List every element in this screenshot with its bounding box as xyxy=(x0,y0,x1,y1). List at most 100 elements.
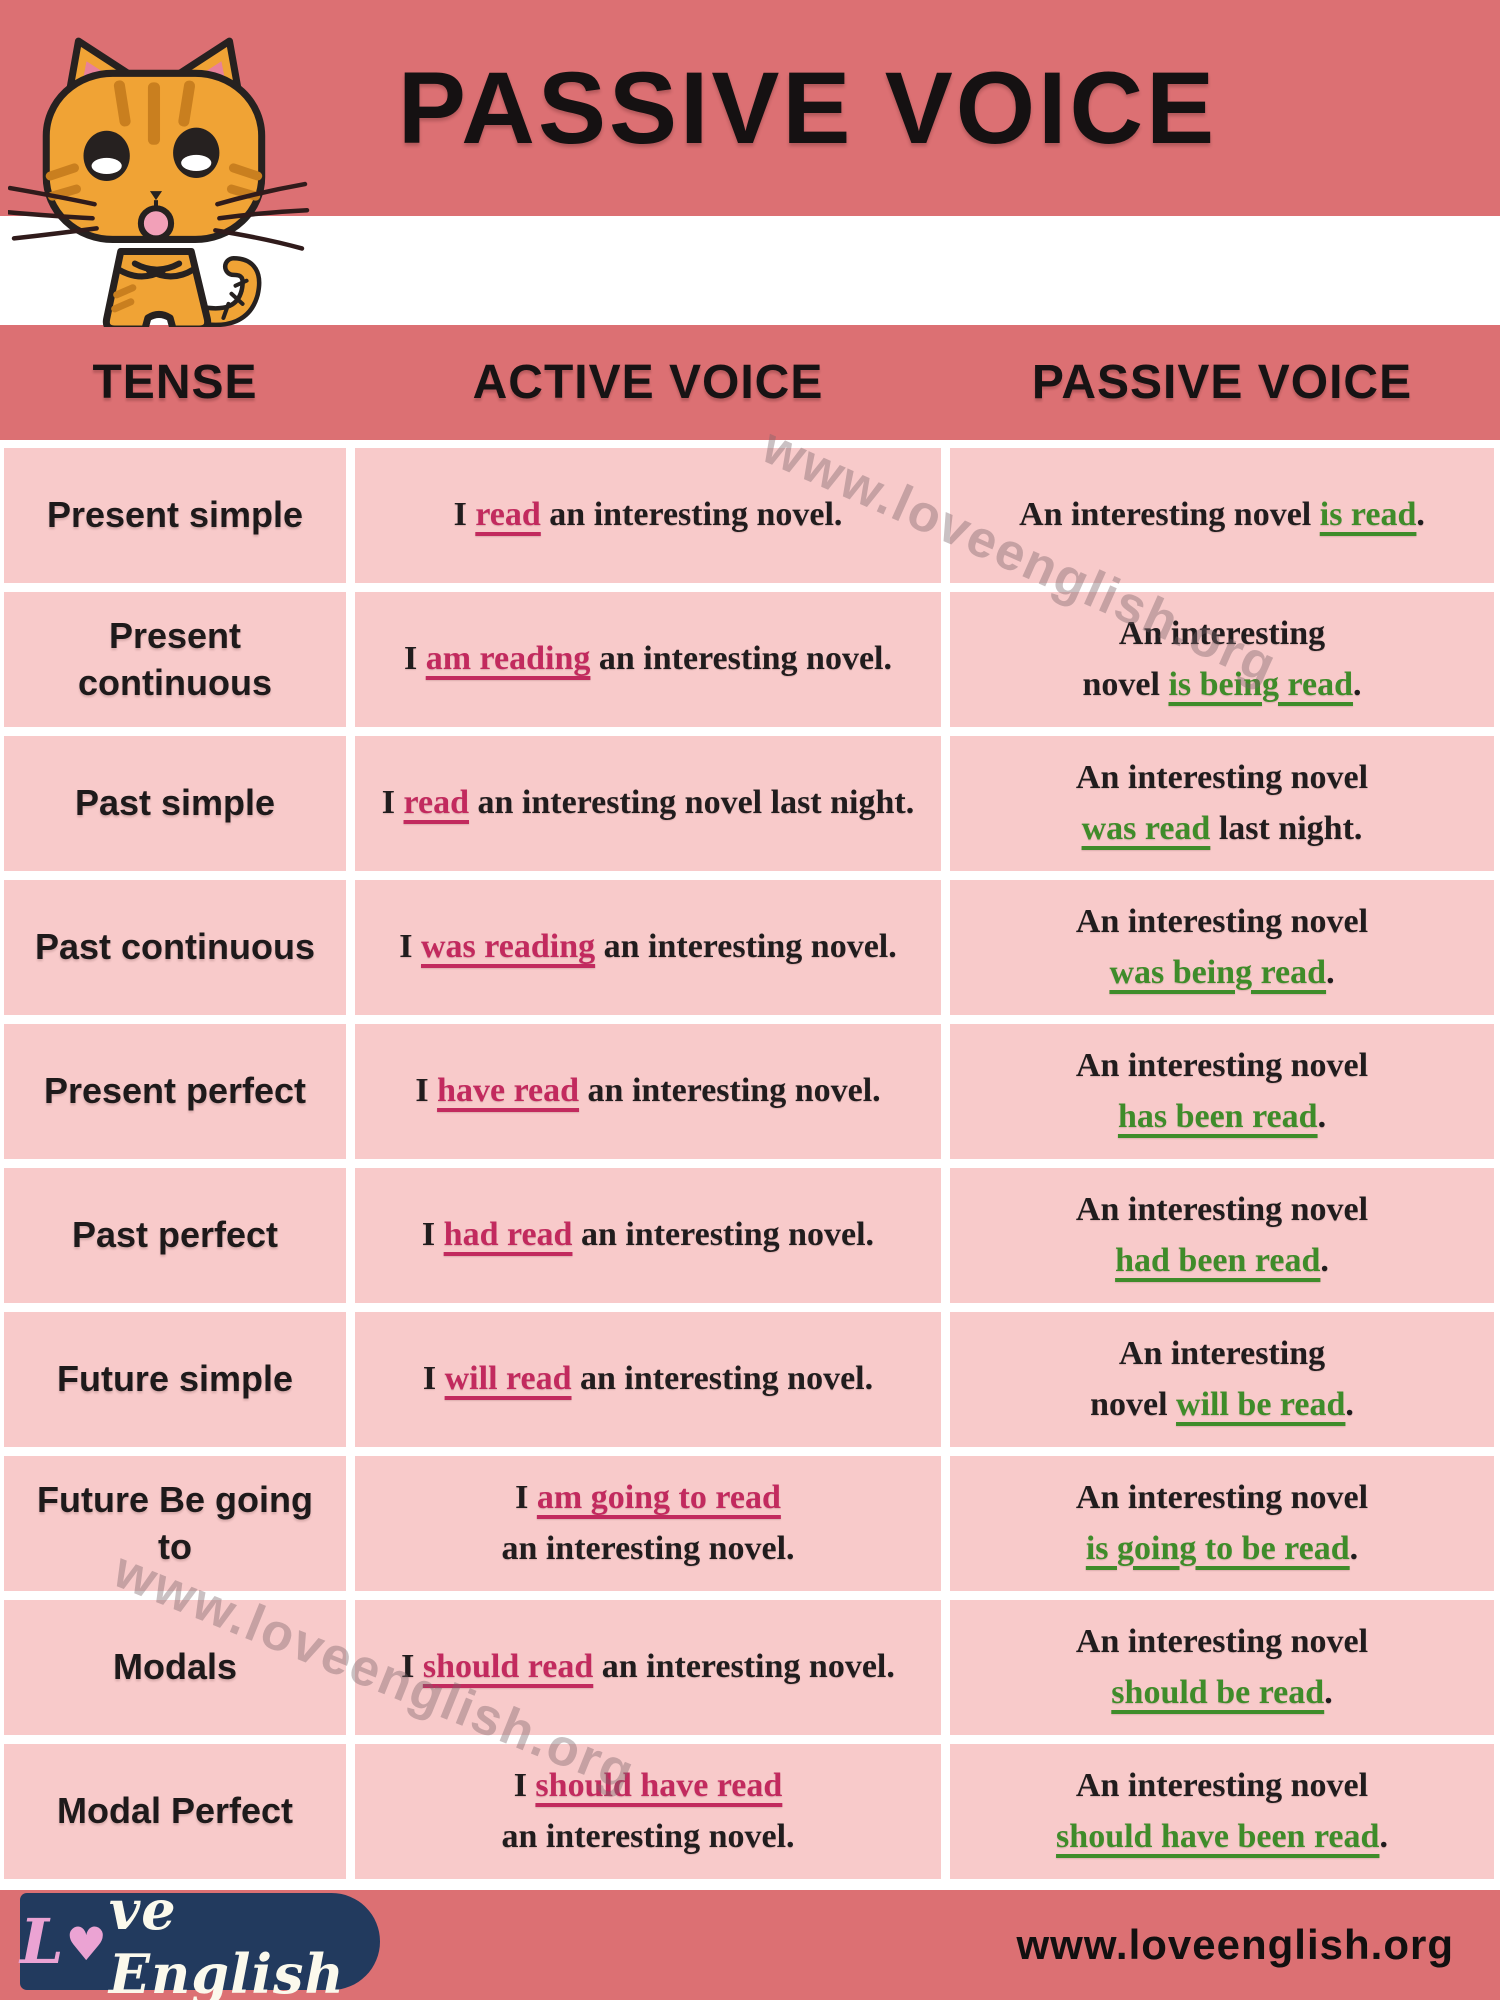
active-voice-cell: I am reading an interesting novel. xyxy=(355,592,941,727)
sentence-text: An interesting novel xyxy=(1075,903,1369,941)
sentence-text: An interesting novel xyxy=(1075,1767,1369,1805)
table-header-row: TENSE ACTIVE VOICE PASSIVE VOICE xyxy=(0,325,1500,440)
tense-label: Past simple xyxy=(74,782,276,824)
tense-cell: Future simple xyxy=(4,1312,346,1447)
passive-voice-cell: An interesting novel is read. xyxy=(950,448,1494,583)
passive-voice-cell: An interesting novel was read last night… xyxy=(950,736,1494,871)
active-sentence: I am reading an interesting novel. xyxy=(404,634,892,684)
active-sentence: I read an interesting novel. xyxy=(454,490,843,540)
cat-whiskers xyxy=(8,181,310,251)
sentence-text: I xyxy=(399,928,421,966)
tense-label: Past perfect xyxy=(71,1214,279,1256)
sentence-text: . xyxy=(1324,1673,1333,1711)
sentence-text: . xyxy=(1345,1385,1354,1423)
passive-sentence: An interesting novel has been read. xyxy=(986,1041,1458,1142)
sentence-text: an interesting novel. xyxy=(540,496,843,534)
passive-sentence: An interesting novel will be read. xyxy=(986,1329,1458,1430)
passive-sentence: An interesting novel should have been re… xyxy=(986,1761,1458,1862)
active-verb-highlight: should have read xyxy=(535,1767,783,1805)
tense-label: Present simple xyxy=(46,494,304,536)
cat-tail xyxy=(193,260,257,323)
tense-cell: Present simple xyxy=(4,448,346,583)
active-sentence: I should read an interesting novel. xyxy=(401,1642,895,1692)
sentence-text: An interesting novel xyxy=(1075,1047,1369,1085)
footer-band: L ♥ ve English www.loveenglish.org xyxy=(0,1878,1500,2000)
tense-cell: Past continuous xyxy=(4,880,346,1015)
sentence-text: An interesting novel xyxy=(1075,1479,1369,1517)
active-sentence: I am going to read an interesting novel. xyxy=(374,1473,922,1574)
cat-illustration xyxy=(8,37,310,327)
tense-cell: Future Be going to xyxy=(4,1456,346,1591)
column-header-passive-voice: PASSIVE VOICE xyxy=(1031,356,1413,409)
sentence-text: I xyxy=(421,1216,444,1254)
cat-chest-stripes xyxy=(111,284,137,313)
sentence-text: . xyxy=(1349,1529,1359,1567)
sentence-text: . xyxy=(1379,1817,1388,1855)
tense-cell: Past simple xyxy=(4,736,346,871)
cat-mouth xyxy=(137,205,175,242)
passive-verb-highlight: had been read xyxy=(1115,1241,1321,1279)
active-voice-cell: I will read an interesting novel. xyxy=(355,1312,941,1447)
sentence-text: an interesting novel. xyxy=(595,928,897,966)
passive-voice-cell: An interesting novel should be read. xyxy=(950,1600,1494,1735)
passive-verb-highlight: will be read xyxy=(1176,1385,1346,1423)
cat-stripe xyxy=(147,82,161,145)
passive-sentence: An interesting novel was being read. xyxy=(986,897,1458,998)
passive-voice-cell: An interesting novel should have been re… xyxy=(950,1744,1494,1879)
sentence-text: I xyxy=(515,1479,537,1517)
tense-cell: Present continuous xyxy=(4,592,346,727)
tense-cell: Present perfect xyxy=(4,1024,346,1159)
tense-cell: Past perfect xyxy=(4,1168,346,1303)
sentence-text: . xyxy=(1326,953,1335,991)
logo-letter: L xyxy=(20,1905,65,1978)
sentence-text: I xyxy=(415,1072,438,1110)
active-verb-highlight: am reading xyxy=(425,640,591,678)
sentence-text: An interesting novel xyxy=(1075,1191,1369,1229)
sentence-text: I xyxy=(422,1360,445,1398)
column-header-active-voice: ACTIVE VOICE xyxy=(472,356,824,409)
sentence-text: I xyxy=(513,1767,536,1805)
passive-sentence: An interesting novel was read last night… xyxy=(986,753,1458,854)
sentence-text: I xyxy=(404,640,426,678)
passive-voice-cell: An interesting novel is going to be read… xyxy=(950,1456,1494,1591)
active-voice-cell: I should have read an interesting novel. xyxy=(355,1744,941,1879)
sentence-text: an interesting novel. xyxy=(590,640,892,678)
passive-verb-highlight: was read xyxy=(1081,809,1211,847)
passive-verb-highlight: is read xyxy=(1319,496,1417,534)
sentence-text: an interesting novel. xyxy=(501,1817,795,1855)
cat-tail-rings xyxy=(221,278,249,320)
passive-sentence: An interesting novel is read. xyxy=(1019,490,1425,540)
active-sentence: I should have read an interesting novel. xyxy=(374,1761,922,1862)
active-verb-highlight: read xyxy=(475,496,541,534)
website-url: www.loveenglish.org xyxy=(1016,1921,1454,1968)
cat-stripe xyxy=(178,80,196,127)
cat-arms xyxy=(115,260,197,280)
active-verb-highlight: was reading xyxy=(421,928,596,966)
passive-voice-cell: An interesting novel will be read. xyxy=(950,1312,1494,1447)
active-verb-highlight: am going to read xyxy=(536,1479,781,1517)
passive-voice-cell: An interesting novel was being read. xyxy=(950,880,1494,1015)
active-sentence: I was reading an interesting novel. xyxy=(399,922,896,972)
active-sentence: I will read an interesting novel. xyxy=(423,1354,873,1404)
sentence-text: an interesting novel. xyxy=(501,1529,795,1567)
column-header-tense: TENSE xyxy=(92,356,258,409)
tense-label: Modal Perfect xyxy=(56,1790,294,1832)
active-voice-cell: I am going to read an interesting novel. xyxy=(355,1456,941,1591)
passive-verb-highlight: should have been read xyxy=(1056,1817,1380,1855)
page-title: PASSIVE VOICE xyxy=(397,50,1218,165)
tense-label: Modals xyxy=(112,1646,237,1688)
passive-sentence: An interesting novel is going to be read… xyxy=(986,1473,1458,1574)
sentence-text: I xyxy=(381,784,404,822)
tense-label: Future simple xyxy=(56,1358,294,1400)
passive-verb-highlight: is being read xyxy=(1168,665,1353,703)
active-verb-highlight: read xyxy=(403,784,470,822)
tense-cell: Modals xyxy=(4,1600,346,1735)
sentence-text: an interesting novel. xyxy=(571,1360,874,1398)
sentence-text: an interesting novel. xyxy=(572,1216,875,1254)
sentence-text: an interesting novel. xyxy=(593,1648,895,1686)
logo-text: ve English xyxy=(108,1877,345,2000)
tense-label: Future Be going to xyxy=(37,1479,313,1567)
cat-body xyxy=(102,247,212,327)
active-voice-cell: I read an interesting novel. xyxy=(355,448,941,583)
